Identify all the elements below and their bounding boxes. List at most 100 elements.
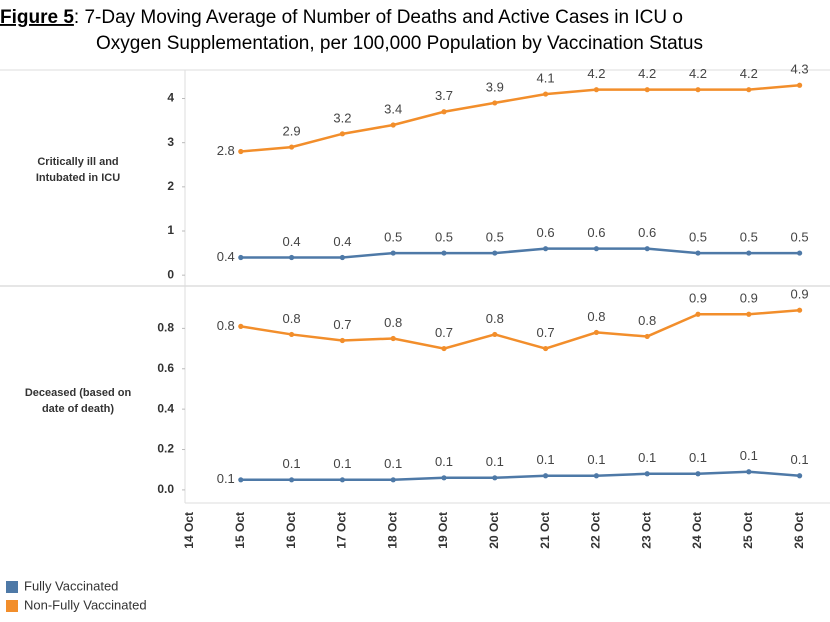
x-tick-label: 19 Oct <box>436 512 450 549</box>
data-label: 0.9 <box>740 291 758 306</box>
point <box>746 87 752 93</box>
x-tick-label: 23 Oct <box>639 512 653 549</box>
point <box>441 475 447 481</box>
series-line <box>240 247 800 259</box>
series-line <box>240 84 800 153</box>
point <box>238 148 244 155</box>
data-label: 0.8 <box>638 313 656 328</box>
point <box>289 254 295 261</box>
data-label: 4.2 <box>689 66 707 81</box>
point <box>289 331 295 338</box>
point <box>492 100 498 106</box>
x-tick-label: 20 Oct <box>487 512 501 549</box>
y-tick-label: 0.2 <box>157 442 174 456</box>
data-label: 0.4 <box>217 249 235 264</box>
data-label: 0.8 <box>283 311 301 326</box>
point <box>238 323 244 329</box>
x-tick-label: 17 Oct <box>335 512 349 549</box>
data-label: 0.4 <box>283 234 301 249</box>
data-label: 0.1 <box>638 450 656 465</box>
data-label: 0.5 <box>689 230 707 245</box>
point <box>746 311 752 317</box>
data-label: 0.7 <box>333 317 351 332</box>
point <box>644 246 650 252</box>
y-tick-label: 0.4 <box>157 401 174 415</box>
y-tick-label: 0.8 <box>157 321 174 335</box>
data-label: 2.8 <box>217 143 235 158</box>
y-tick-label: 3 <box>167 135 174 149</box>
legend-label: Fully Vaccinated <box>24 578 118 593</box>
point <box>593 473 600 479</box>
x-tick-label: 14 Oct <box>182 512 196 549</box>
point <box>797 250 803 256</box>
y-tick-label: 0 <box>167 267 174 281</box>
data-label: 0.1 <box>587 452 605 467</box>
point <box>593 87 600 93</box>
point <box>644 333 650 340</box>
point <box>339 477 345 483</box>
x-tick-label: 21 Oct <box>538 512 552 549</box>
data-label: 0.1 <box>537 452 555 467</box>
data-label: 0.8 <box>587 309 605 324</box>
data-label: 0.5 <box>486 230 504 245</box>
data-label: 0.5 <box>740 230 758 245</box>
row-label: date of death) <box>42 403 114 415</box>
x-tick-label: 22 Oct <box>589 512 603 549</box>
point <box>390 335 396 342</box>
data-label: 0.1 <box>217 471 235 486</box>
data-label: 0.1 <box>689 450 707 465</box>
legend-swatch <box>6 600 18 612</box>
point <box>390 250 396 256</box>
point <box>339 254 345 261</box>
data-label: 3.9 <box>486 79 504 94</box>
point <box>390 477 396 483</box>
y-tick-label: 0.0 <box>157 482 174 496</box>
x-tick-label: 24 Oct <box>690 512 704 549</box>
data-label: 0.9 <box>791 287 809 302</box>
data-label: 0.6 <box>638 225 656 240</box>
figure-label: Figure 5 <box>0 7 74 28</box>
point <box>339 337 345 344</box>
point <box>441 109 447 115</box>
data-label: 0.1 <box>283 456 301 471</box>
row-label: Intubated in ICU <box>36 172 120 184</box>
x-tick-label: 25 Oct <box>741 512 755 549</box>
point <box>492 331 498 338</box>
data-label: 0.7 <box>435 325 453 340</box>
data-label: 0.8 <box>217 318 235 333</box>
point <box>797 82 803 88</box>
data-label: 2.9 <box>283 124 301 139</box>
row-label: Critically ill and <box>37 156 118 168</box>
data-label: 0.9 <box>689 291 707 306</box>
y-tick-label: 2 <box>167 179 174 193</box>
data-label: 0.5 <box>791 230 809 245</box>
data-label: 0.8 <box>486 311 504 326</box>
point <box>797 307 803 313</box>
point <box>441 345 447 352</box>
data-label: 0.4 <box>333 234 351 249</box>
data-label: 3.2 <box>333 110 351 125</box>
data-label: 0.1 <box>384 456 402 471</box>
point <box>695 311 701 317</box>
title-line: Oxygen Supplementation, per 100,000 Popu… <box>96 33 703 54</box>
point <box>695 471 701 477</box>
row-label: Deceased (based on <box>25 387 132 399</box>
point <box>238 477 244 483</box>
point <box>797 473 803 479</box>
x-tick-label: 15 Oct <box>233 512 247 549</box>
point <box>441 250 447 256</box>
series-line <box>240 308 800 350</box>
x-tick-label: 16 Oct <box>284 512 298 549</box>
series-line <box>240 470 800 482</box>
point <box>543 246 549 252</box>
data-label: 4.3 <box>791 62 809 77</box>
x-tick-label: 18 Oct <box>385 512 399 549</box>
y-tick-label: 4 <box>167 91 174 105</box>
data-label: 0.1 <box>435 454 453 469</box>
point <box>543 345 549 352</box>
point <box>543 473 549 479</box>
data-label: 0.6 <box>537 225 555 240</box>
y-tick-label: 1 <box>167 223 174 237</box>
point <box>289 477 295 483</box>
data-label: 0.5 <box>384 230 402 245</box>
